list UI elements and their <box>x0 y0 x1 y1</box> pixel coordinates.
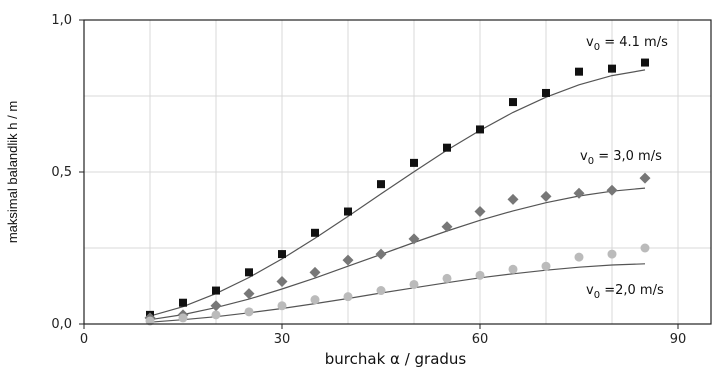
y-tick-label: 0,0 <box>51 317 72 332</box>
data-point-diamond <box>540 190 552 202</box>
data-point-square <box>377 180 385 189</box>
data-point-square <box>179 298 187 307</box>
data-point-circle <box>442 273 452 283</box>
data-point-circle <box>475 270 485 280</box>
grid <box>84 20 711 324</box>
data-point-circle <box>178 313 188 323</box>
series-labels: v0 = 4.1 m/s v0 = 3,0 m/s v0 =2,0 m/s <box>580 35 668 301</box>
series-label-0: v0 = 4.1 m/s <box>586 35 668 53</box>
data-point-circle <box>277 301 287 311</box>
y-axis-label: maksimal balandlik h / m <box>5 101 20 243</box>
series-layer <box>144 58 651 326</box>
data-point-square <box>245 268 253 277</box>
data-point-circle <box>343 292 353 302</box>
data-point-square <box>311 228 319 237</box>
data-point-square <box>443 143 451 152</box>
data-point-diamond <box>573 187 585 199</box>
series-label-2: v0 =2,0 m/s <box>586 283 664 301</box>
data-point-diamond <box>507 193 519 205</box>
fit-line <box>149 187 646 321</box>
data-point-circle <box>145 316 155 326</box>
data-point-circle <box>508 264 518 274</box>
series-0 <box>146 58 649 319</box>
data-point-diamond <box>210 300 222 312</box>
series-2 <box>145 243 650 326</box>
data-point-square <box>641 58 649 67</box>
x-tick-label: 0 <box>80 332 88 347</box>
data-point-circle <box>541 261 551 271</box>
axis-ticks: 0 30 60 90 0,0 0,5 1,0 <box>51 13 686 347</box>
data-point-square <box>575 67 583 76</box>
data-point-square <box>509 98 517 107</box>
data-point-diamond <box>639 172 651 184</box>
data-point-diamond <box>606 184 618 196</box>
x-tick-label: 90 <box>670 332 687 347</box>
y-tick-label: 1,0 <box>51 13 72 28</box>
data-point-circle <box>310 295 320 305</box>
fit-line <box>149 69 646 317</box>
y-tick-label: 0,5 <box>51 165 72 180</box>
data-point-diamond <box>441 221 453 233</box>
data-point-square <box>476 125 484 134</box>
data-point-circle <box>244 307 254 317</box>
data-point-square <box>212 286 220 295</box>
data-point-diamond <box>243 288 255 300</box>
data-point-square <box>542 88 550 97</box>
data-point-diamond <box>342 254 354 266</box>
data-point-circle <box>376 286 386 296</box>
data-point-circle <box>211 310 221 320</box>
series-label-1: v0 = 3,0 m/s <box>580 149 662 167</box>
data-point-square <box>608 64 616 73</box>
data-point-diamond <box>375 248 387 260</box>
x-axis-label: burchak α / gradus <box>325 350 467 368</box>
data-point-circle <box>574 252 584 262</box>
data-point-diamond <box>276 275 288 287</box>
data-point-square <box>410 158 418 167</box>
data-point-diamond <box>474 206 486 218</box>
data-point-square <box>344 207 352 216</box>
data-point-square <box>278 250 286 259</box>
data-point-circle <box>640 243 650 253</box>
x-tick-label: 60 <box>472 332 489 347</box>
x-tick-label: 30 <box>274 332 291 347</box>
data-point-diamond <box>309 266 321 278</box>
fit-line <box>149 263 646 323</box>
data-point-circle <box>409 279 419 289</box>
data-point-circle <box>607 249 617 259</box>
data-point-diamond <box>408 233 420 245</box>
